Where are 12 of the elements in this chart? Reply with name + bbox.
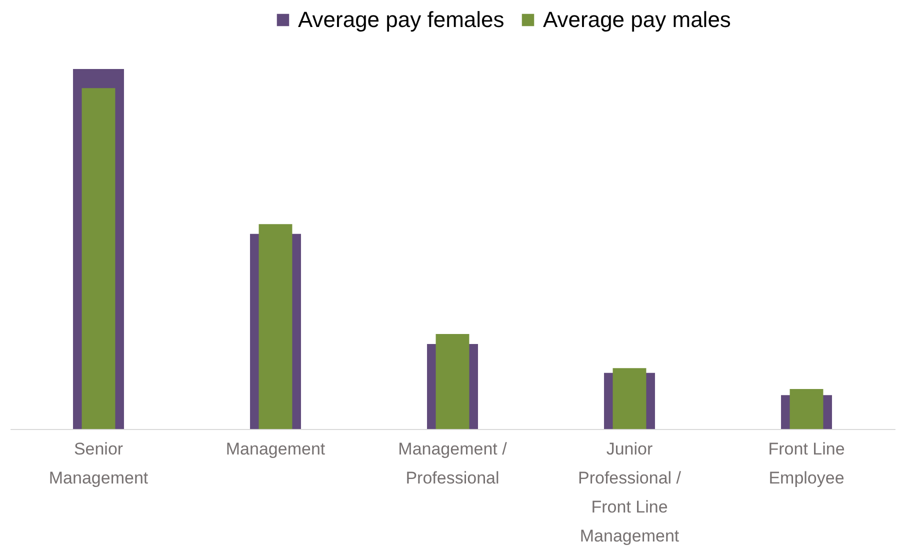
legend-label: Average pay females (298, 7, 504, 32)
bar (612, 368, 646, 429)
x-tick-label: Front Line Employee (768, 440, 845, 488)
x-tick-label: Management (226, 440, 326, 458)
bar (82, 88, 116, 429)
x-tick-label: Management / Professional (398, 440, 508, 488)
bar (790, 389, 824, 429)
bar (436, 334, 470, 429)
x-tick-label: Senior Management (48, 440, 148, 488)
x-tick-label: Junior Professional / Front Line Management (578, 440, 682, 546)
bar (258, 224, 292, 429)
legend-label: Average pay males (543, 7, 731, 32)
